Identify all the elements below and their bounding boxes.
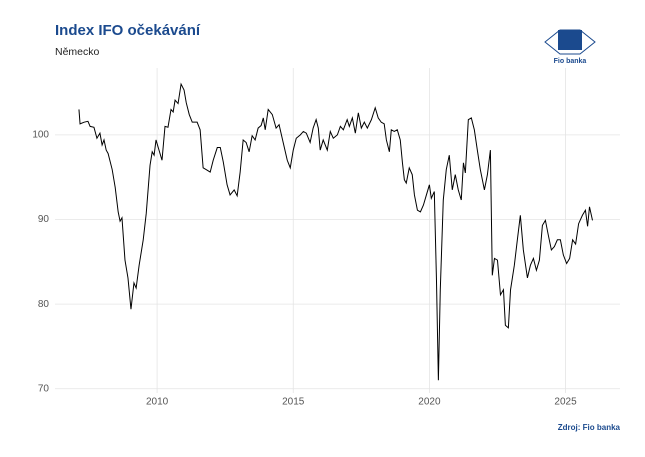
y-tick-label: 100: [32, 130, 49, 141]
y-tick-label: 80: [38, 299, 50, 310]
data-line: [78, 82, 593, 381]
x-tick-label: 2020: [418, 397, 441, 408]
chart-title: Index IFO očekávání: [55, 22, 201, 39]
logo: Fio banka: [544, 29, 596, 65]
x-tick-label: 2010: [146, 397, 169, 408]
chart-subtitle: Německo: [55, 46, 100, 58]
plot-area: 70 80 90 100 2010 2015 2020 2025: [32, 68, 620, 408]
source-note: Zdroj: Fio banka: [558, 423, 621, 432]
y-tick-label: 90: [38, 214, 50, 225]
logo-text: Fio banka: [554, 58, 587, 65]
x-tick-label: 2025: [554, 397, 577, 408]
x-tick-label: 2015: [282, 397, 305, 408]
y-tick-label: 70: [38, 383, 50, 394]
